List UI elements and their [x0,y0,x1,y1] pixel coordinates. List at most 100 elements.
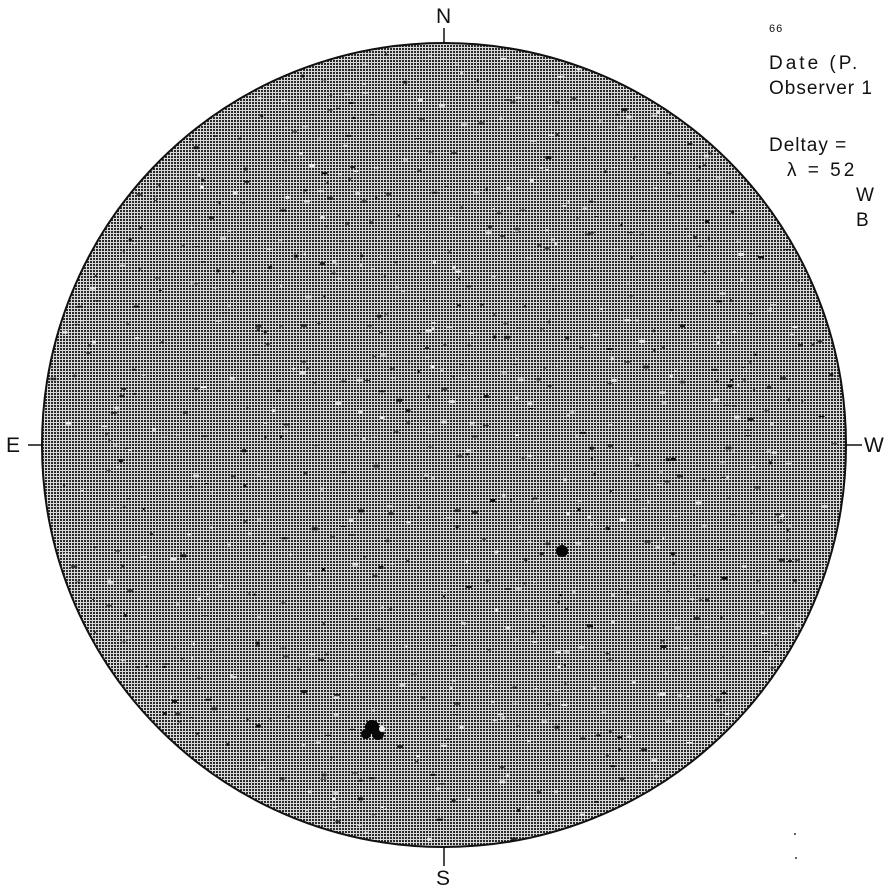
dark-speck [490,499,496,502]
dark-speck [721,576,728,580]
dark-speck [703,271,706,274]
dark-speck [378,566,384,569]
facula-speck [686,742,693,743]
dark-speck [88,344,91,348]
dark-speck [360,254,364,258]
facula-speck [192,642,195,646]
dark-speck [320,779,327,781]
facula-speck [614,220,618,222]
dark-speck [503,323,509,325]
dark-speck [586,538,589,539]
facula-speck [402,291,406,293]
facula-speck [613,248,620,250]
dark-speck [451,645,457,647]
facula-speck [448,217,454,219]
facula-speck [424,356,430,358]
dark-speck [377,314,382,318]
dark-speck [283,423,290,426]
dark-speck [403,80,408,84]
dark-speck [451,799,456,803]
facula-speck [527,402,533,406]
facula-speck [258,766,265,769]
facula-speck [280,284,283,287]
facula-speck [362,63,368,65]
facula-speck [453,841,460,843]
facula-speck [608,423,613,426]
dark-speck [524,558,528,562]
dark-speck [269,718,272,720]
dark-speck [626,590,629,594]
dark-speck [260,759,264,761]
facula-speck [630,158,633,161]
dark-speck [565,336,570,340]
dark-speck [478,121,485,125]
facula-speck [113,444,118,446]
dark-speck [762,651,769,652]
dark-speck [693,235,698,239]
facula-speck [556,365,558,367]
facula-speck [620,529,623,531]
dark-speck [145,665,148,668]
dark-speck [118,459,123,463]
facula-speck [501,372,507,374]
dark-speck [369,221,374,225]
dark-speck [126,498,131,500]
facula-speck [492,700,494,703]
facula-speck [168,481,171,484]
facula-speck [301,157,306,159]
facula-speck [693,343,699,345]
facula-speck [421,427,425,429]
facula-speck [563,478,567,482]
dark-speck [372,355,377,357]
facula-speck [473,191,479,194]
dark-speck [371,814,376,816]
facula-speck [779,514,784,518]
dark-speck [590,268,593,270]
facula-speck [687,235,691,237]
facula-speck [523,215,526,217]
dark-speck [373,464,380,468]
dark-speck [154,200,158,202]
dark-speck [705,598,709,602]
facula-speck [492,208,495,210]
dark-speck [483,395,489,398]
dark-speck [753,353,758,356]
facula-speck [514,294,517,296]
dark-speck [330,536,335,538]
dark-speck [216,269,220,273]
dark-speck [282,655,289,658]
dark-speck [193,146,199,150]
dark-speck [555,303,558,305]
facula-speck [247,532,251,536]
dark-speck [323,295,326,298]
facula-speck [499,117,503,120]
facula-speck [527,740,531,743]
dark-speck [385,539,390,543]
dark-speck [742,378,746,382]
facula-speck [736,240,740,242]
dark-speck [334,693,341,696]
dark-speck [455,525,459,529]
dark-speck [205,698,212,701]
dark-speck [110,411,117,414]
facula-speck [354,170,359,172]
dark-speck [358,509,364,513]
dark-speck [695,634,699,636]
facula-speck [582,207,587,210]
dark-speck [458,278,460,280]
facula-speck [271,409,275,413]
dark-speck [396,398,403,402]
facula-speck [251,281,254,282]
facula-speck [152,427,157,431]
facula-speck [651,114,658,116]
facula-speck [618,126,624,128]
dark-speck [218,201,221,204]
dark-speck [364,380,371,381]
facula-speck [517,378,524,382]
dark-speck [719,706,723,708]
facula-speck [515,96,522,98]
dark-speck [721,692,727,695]
dark-speck [831,443,838,445]
dark-speck [745,435,751,437]
dark-speck [311,527,318,531]
